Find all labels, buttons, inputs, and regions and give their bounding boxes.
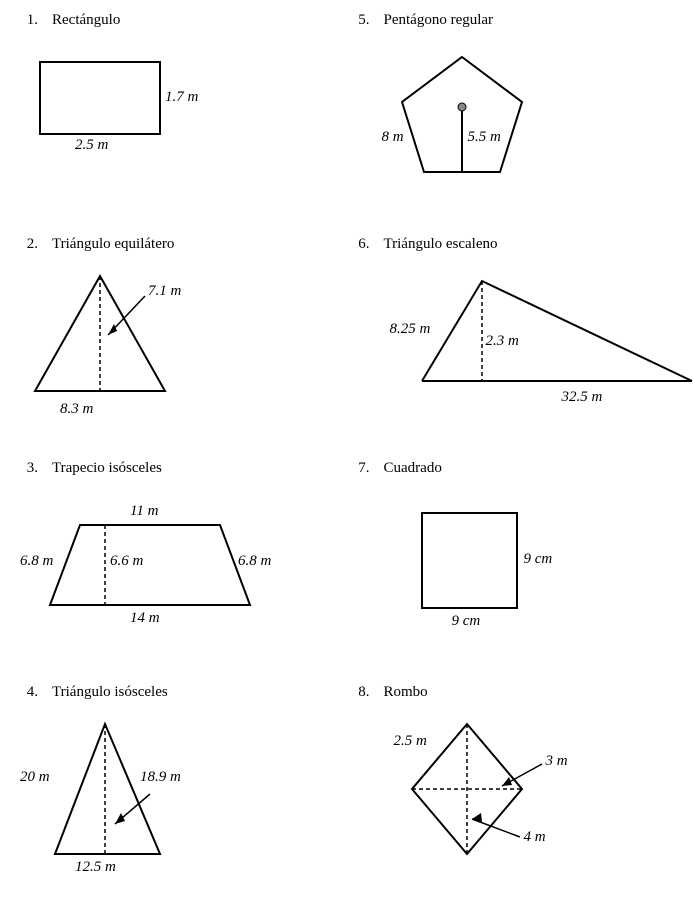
figure-rhombus: 2.5 m 3 m 4 m <box>352 719 674 879</box>
label-rhom-side: 2.5 m <box>394 733 427 750</box>
scalene-svg <box>352 271 692 441</box>
figure-pentagon: 8 m 5.5 m <box>352 47 674 207</box>
item-number: 4. <box>20 684 38 701</box>
item-rhombus: 8. Rombo 2.5 m 3 m 4 m <box>352 684 674 908</box>
label-iso-base: 12.5 m <box>75 859 116 876</box>
item-number: 6. <box>352 236 370 253</box>
label-sq-right: 9 cm <box>524 551 553 568</box>
item-number: 5. <box>352 12 370 29</box>
label-trap-top: 11 m <box>130 503 158 520</box>
item-title: Rectángulo <box>52 12 120 29</box>
label-iso-height: 18.9 m <box>140 769 181 786</box>
figure-trapezoid: 11 m 6.8 m 6.6 m 6.8 m 14 m <box>20 495 342 655</box>
label-trap-height: 6.6 m <box>110 553 143 570</box>
label-trap-left: 6.8 m <box>20 553 53 570</box>
item-pentagon: 5. Pentágono regular 8 m 5.5 m <box>352 12 674 236</box>
item-equilateral: 2. Triángulo equilátero 7.1 m 8.3 m <box>20 236 342 460</box>
label-sca-height: 2.3 m <box>486 333 519 350</box>
label-iso-side: 20 m <box>20 769 50 786</box>
item-number: 2. <box>20 236 38 253</box>
isosceles-svg <box>20 719 320 889</box>
item-title: Rombo <box>384 684 428 701</box>
item-title: Triángulo escaleno <box>384 236 498 253</box>
item-title: Triángulo isósceles <box>52 684 168 701</box>
label-rect-width: 2.5 m <box>75 137 108 154</box>
item-number: 7. <box>352 460 370 477</box>
label-trap-bottom: 14 m <box>130 610 160 627</box>
figure-scalene: 8.25 m 2.3 m 32.5 m <box>352 271 674 431</box>
label-rhom-d1: 3 m <box>546 753 568 770</box>
item-square: 7. Cuadrado 9 cm 9 cm <box>352 460 674 684</box>
figure-isosceles: 20 m 18.9 m 12.5 m <box>20 719 342 879</box>
rectangle-svg <box>20 47 320 197</box>
item-trapezoid: 3. Trapecio isósceles 11 m 6.8 m 6.6 m 6… <box>20 460 342 684</box>
item-number: 8. <box>352 684 370 701</box>
label-sca-base: 32.5 m <box>562 389 603 406</box>
item-number: 1. <box>20 12 38 29</box>
trapezoid-svg <box>20 495 340 655</box>
square-svg <box>352 495 652 655</box>
item-title: Triángulo equilátero <box>52 236 174 253</box>
label-eq-base: 8.3 m <box>60 401 93 418</box>
item-number: 3. <box>20 460 38 477</box>
item-rectangle: 1. Rectángulo 1.7 m 2.5 m <box>20 12 342 236</box>
label-rect-height: 1.7 m <box>165 89 198 106</box>
label-rhom-d2: 4 m <box>524 829 546 846</box>
item-isosceles: 4. Triángulo isósceles 20 m 18.9 m 12.5 … <box>20 684 342 908</box>
label-pent-side: 8 m <box>382 129 404 146</box>
label-trap-right: 6.8 m <box>238 553 271 570</box>
item-title: Pentágono regular <box>384 12 494 29</box>
item-title: Cuadrado <box>384 460 442 477</box>
figure-equilateral: 7.1 m 8.3 m <box>20 271 342 431</box>
figure-square: 9 cm 9 cm <box>352 495 674 655</box>
label-sq-bottom: 9 cm <box>452 613 481 630</box>
label-pent-apothem: 5.5 m <box>468 129 501 146</box>
label-eq-height: 7.1 m <box>148 283 181 300</box>
figure-rectangle: 1.7 m 2.5 m <box>20 47 342 207</box>
item-scalene: 6. Triángulo escaleno 8.25 m 2.3 m 32.5 … <box>352 236 674 460</box>
item-title: Trapecio isósceles <box>52 460 162 477</box>
label-sca-side: 8.25 m <box>390 321 431 338</box>
